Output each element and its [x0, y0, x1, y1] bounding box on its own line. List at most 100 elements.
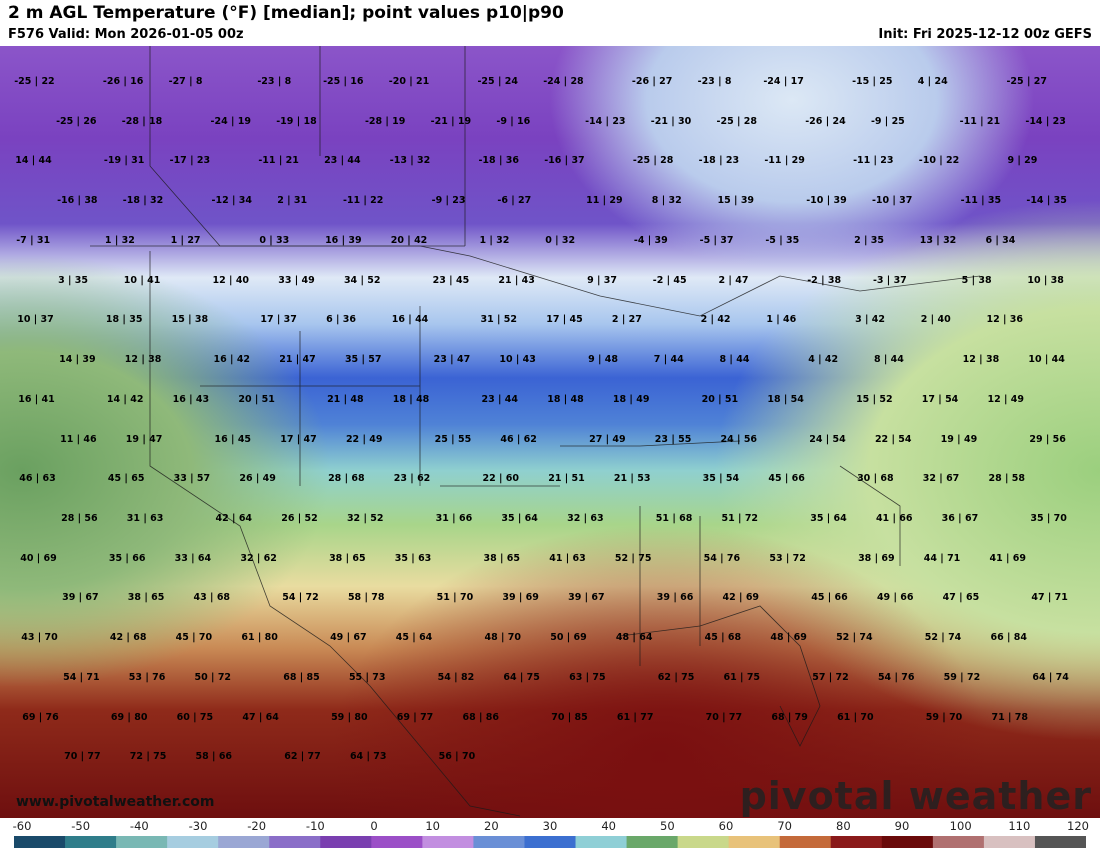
point-value: -18 | 32	[122, 195, 164, 207]
point-value: 23 | 45	[432, 274, 470, 286]
point-value: 38 | 69	[858, 552, 895, 564]
point-value: 54 | 76	[877, 671, 915, 683]
point-value: 32 | 62	[240, 552, 277, 564]
point-value: 54 | 71	[63, 671, 100, 683]
point-value: 17 | 37	[260, 314, 297, 326]
point-value: 17 | 47	[280, 433, 317, 445]
colorbar-tick-label: -60	[12, 819, 32, 833]
point-value: 7 | 44	[653, 354, 684, 366]
point-value: 48 | 64	[615, 632, 653, 644]
point-value: 22 | 60	[482, 473, 520, 485]
point-value: 22 | 54	[874, 433, 912, 445]
point-value: 58 | 78	[347, 592, 385, 604]
point-value: 30 | 68	[857, 473, 894, 485]
point-value: 15 | 52	[856, 393, 893, 405]
point-value: 53 | 72	[769, 552, 806, 564]
colorbar-segment	[320, 836, 372, 848]
point-value: 39 | 67	[568, 592, 605, 604]
colorbar-segment	[830, 836, 883, 848]
point-value: 18 | 35	[105, 314, 143, 326]
point-value: 15 | 39	[717, 195, 755, 207]
point-value: 8 | 44	[873, 354, 904, 366]
point-value: 68 | 85	[283, 671, 320, 683]
point-value: -24 | 17	[763, 76, 804, 87]
colorbar-segment	[116, 836, 168, 848]
point-value: 54 | 72	[282, 592, 319, 604]
point-value: 45 | 68	[704, 632, 742, 644]
point-value: -25 | 16	[323, 76, 364, 87]
point-value: 22 | 49	[345, 433, 383, 445]
point-value: -11 | 29	[764, 155, 805, 167]
point-value: 59 | 80	[331, 711, 368, 723]
valid-time: F576 Valid: Mon 2026-01-05 00z	[8, 27, 244, 42]
point-value: -25 | 22	[14, 76, 55, 87]
point-value: 55 | 73	[348, 671, 386, 683]
point-value: -16 | 37	[544, 155, 585, 167]
temperature-field	[0, 46, 1100, 818]
point-value: -26 | 16	[102, 76, 144, 87]
brand-logo: pivotal weather	[739, 774, 1092, 818]
point-value: 25 | 55	[434, 433, 472, 445]
point-value: 21 | 53	[613, 473, 651, 485]
point-value: 69 | 77	[396, 711, 434, 723]
colorbar-segment	[371, 836, 423, 848]
point-value: 21 | 51	[548, 473, 585, 485]
point-value: 12 | 36	[986, 314, 1024, 326]
point-value: -10 | 39	[806, 195, 847, 207]
colorbar-segment	[14, 836, 66, 848]
point-value: 19 | 47	[125, 433, 163, 445]
point-value: -11 | 21	[959, 115, 1001, 127]
point-value: 43 | 68	[193, 592, 231, 604]
colorbar-labels: -60 -50 -40 -30 -20 -10 0 10 20 30 40 50 60 70 80 90 100…	[0, 819, 1100, 833]
point-value: 49 | 67	[330, 632, 367, 644]
point-value: 18 | 54	[767, 393, 804, 405]
point-value: 18 | 49	[612, 393, 650, 405]
point-value: 39 | 69	[502, 592, 539, 604]
point-value: 8 | 44	[719, 354, 750, 366]
colorbar-segment	[422, 836, 474, 848]
point-value: 16 | 45	[214, 433, 252, 445]
point-value: 2 | 27	[611, 314, 642, 326]
point-value: 32 | 52	[346, 512, 384, 524]
point-value: 10 | 41	[123, 274, 161, 286]
point-value: 62 | 75	[657, 671, 695, 683]
colorbar-tick-label: -30	[188, 819, 208, 833]
point-value: -11 | 35	[960, 195, 1002, 207]
website-label[interactable]: www.pivotalweather.com	[16, 794, 215, 810]
colorbar-segment	[167, 836, 219, 848]
point-value: 10 | 37	[17, 314, 54, 326]
point-value: 42 | 64	[215, 512, 253, 524]
point-value: 20 | 51	[238, 393, 275, 405]
point-value: 62 | 77	[284, 751, 321, 763]
point-value: -2 | 38	[807, 274, 842, 286]
point-value: 35 | 54	[702, 473, 740, 485]
point-value: 41 | 69	[989, 552, 1027, 564]
point-value: 26 | 52	[281, 512, 318, 524]
colorbar-segment	[932, 836, 985, 848]
point-value: 71 | 78	[991, 711, 1029, 723]
point-value: 46 | 63	[19, 473, 56, 485]
point-value: 51 | 68	[655, 512, 693, 524]
point-value: 44 | 71	[923, 552, 961, 564]
point-value: 33 | 57	[173, 473, 211, 485]
point-value: -14 | 23	[1025, 115, 1066, 127]
point-value: 58 | 66	[195, 751, 233, 763]
point-value: -19 | 18	[276, 115, 317, 127]
point-value: 28 | 58	[988, 473, 1026, 485]
point-value: 9 | 37	[587, 274, 617, 286]
point-value: 31 | 52	[480, 314, 518, 326]
point-value: 59 | 70	[925, 711, 963, 723]
point-value: 48 | 70	[484, 632, 522, 644]
colorbar-tick-label: -40	[129, 819, 149, 833]
map-title: 2 m AGL Temperature (°F) [median]; point…	[8, 3, 564, 23]
point-value: 38 | 65	[329, 552, 366, 564]
point-value: 50 | 69	[550, 632, 587, 644]
point-value: 35 | 64	[501, 512, 538, 524]
point-value: 33 | 49	[278, 274, 315, 286]
temperature-colorbar: -60 -50 -40 -30 -20 -10 0 10 20 30 40 50 60 70 80 90 100…	[0, 818, 1100, 850]
point-value: -17 | 23	[169, 155, 211, 167]
colorbar-scale	[14, 836, 1086, 848]
point-value: 4 | 42	[808, 354, 839, 366]
point-value: 0 | 32	[545, 234, 576, 246]
point-value: 61 | 75	[723, 671, 761, 683]
